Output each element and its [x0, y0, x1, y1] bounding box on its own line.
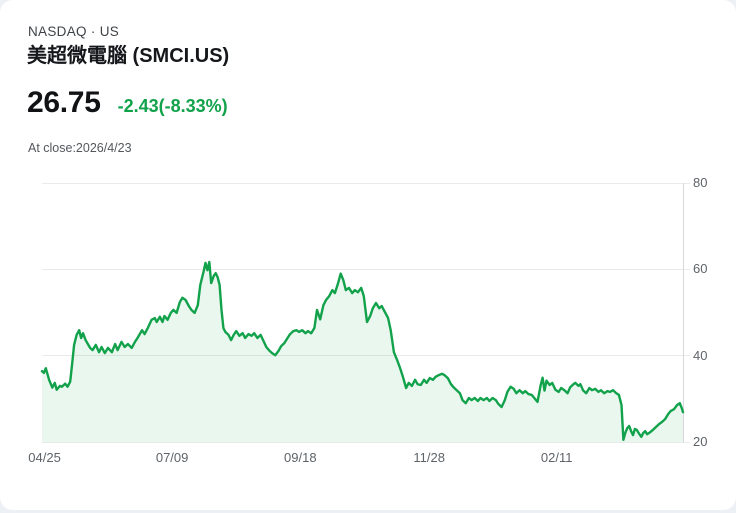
y-axis-line	[683, 183, 684, 442]
price-change: -2.43(-8.33%)	[117, 96, 228, 116]
price-line-plot	[40, 260, 685, 442]
last-price: 26.75	[27, 86, 101, 119]
y-axis-tick-label: 60	[693, 261, 708, 277]
y-gridline	[42, 441, 690, 443]
y-axis-tick-label: 40	[693, 347, 708, 363]
y-axis-tick-label: 20	[693, 434, 708, 449]
x-axis-tick-label: 04/25	[28, 450, 61, 465]
x-axis-tick-label: 09/18	[284, 450, 317, 465]
area-fill	[42, 262, 683, 442]
price-row: 26.75 -2.43(-8.33%)	[27, 88, 228, 118]
y-gridline	[42, 182, 690, 184]
price-line	[40, 260, 685, 441]
x-axis-tick-label: 11/28	[413, 450, 445, 465]
as-of-timestamp: At close:2026/4/23	[28, 141, 132, 155]
x-axis-tick-label: 02/11	[540, 450, 573, 465]
market-exchange-label: NASDAQ · US	[28, 24, 120, 39]
x-axis-tick-label: 07/09	[155, 450, 189, 465]
y-gridline	[42, 268, 690, 270]
price-chart[interactable]: 80 60 40 20 04/25 07/09 09/18 11/28 02/11	[0, 160, 736, 480]
stock-name-title: 美超微電腦 (SMCI.US)	[27, 45, 230, 67]
y-axis-tick-label: 80	[693, 175, 708, 190]
y-gridline	[42, 355, 690, 357]
